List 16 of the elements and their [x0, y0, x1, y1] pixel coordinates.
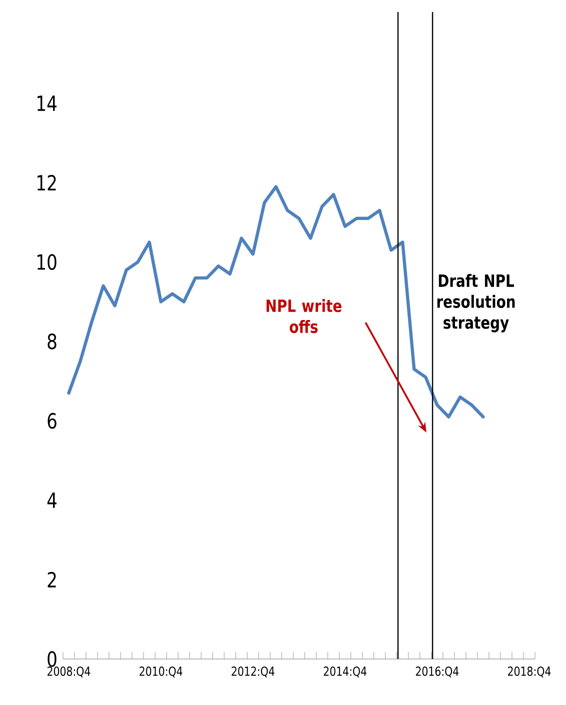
y-tick-label: 14 — [38, 96, 57, 111]
y-tick-label: 8 — [48, 334, 56, 350]
y-tick-label: 10 — [38, 254, 56, 270]
y-tick-label: 6 — [48, 412, 56, 429]
y-tick-label: 12 — [38, 174, 56, 190]
x-tick-label: 2014:Q4 — [324, 666, 366, 678]
x-tick-label: 2008:Q4 — [48, 666, 90, 678]
x-tick-label: 2010:Q4 — [140, 666, 182, 678]
x-tick-label: 2018:Q4 — [508, 666, 551, 678]
x-tick-label: 2016:Q4 — [416, 666, 459, 678]
y-tick-label: 0 — [48, 651, 56, 667]
y-tick-label: 4 — [47, 492, 57, 508]
annotation: Draft NPL resolution strategy — [437, 274, 515, 332]
annotation: NPL write offs — [266, 299, 342, 334]
x-tick-label: 2012:Q4 — [232, 666, 274, 678]
y-tick-label: 2 — [48, 572, 56, 588]
